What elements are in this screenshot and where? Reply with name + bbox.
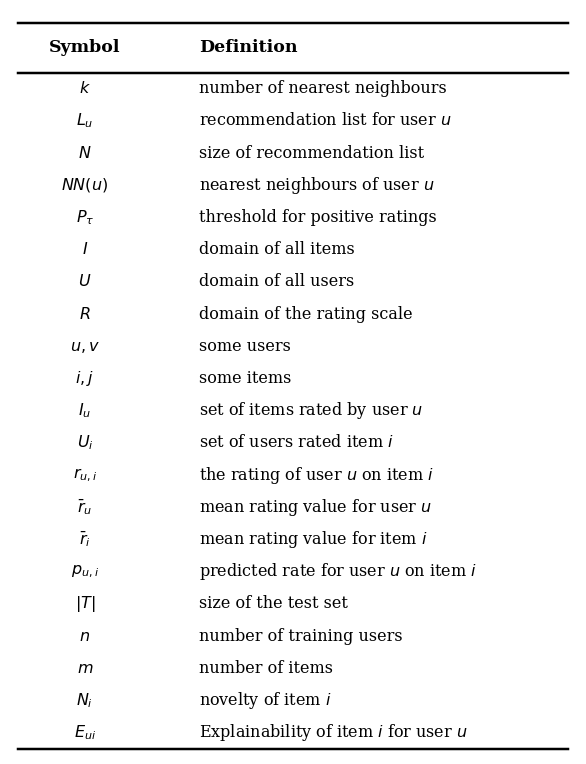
Text: number of items: number of items: [199, 660, 333, 677]
Text: threshold for positive ratings: threshold for positive ratings: [199, 209, 437, 226]
Text: some items: some items: [199, 370, 292, 387]
Text: $m$: $m$: [77, 660, 93, 677]
Text: $I$: $I$: [82, 241, 88, 258]
Text: mean rating value for item $i$: mean rating value for item $i$: [199, 529, 428, 550]
Text: $n$: $n$: [80, 627, 90, 645]
Text: $u, v$: $u, v$: [70, 338, 100, 354]
Text: size of recommendation list: size of recommendation list: [199, 144, 424, 161]
Text: $R$: $R$: [79, 306, 91, 322]
Text: $NN(u)$: $NN(u)$: [62, 176, 108, 194]
Text: domain of all users: domain of all users: [199, 274, 355, 290]
Text: $r_{u,i}$: $r_{u,i}$: [73, 466, 97, 484]
Text: Explainability of item $i$ for user $u$: Explainability of item $i$ for user $u$: [199, 722, 468, 743]
Text: $U_i$: $U_i$: [77, 433, 93, 452]
Text: $i, j$: $i, j$: [76, 369, 94, 388]
Text: recommendation list for user $u$: recommendation list for user $u$: [199, 112, 452, 129]
Text: predicted rate for user $u$ on item $i$: predicted rate for user $u$ on item $i$: [199, 561, 477, 582]
Text: $P_\tau$: $P_\tau$: [76, 208, 94, 227]
Text: domain of the rating scale: domain of the rating scale: [199, 306, 413, 322]
Text: domain of all items: domain of all items: [199, 241, 355, 258]
Text: Symbol: Symbol: [49, 39, 121, 57]
Text: novelty of item $i$: novelty of item $i$: [199, 690, 332, 711]
Text: some users: some users: [199, 338, 291, 354]
Text: $\bar{r}_i$: $\bar{r}_i$: [79, 529, 91, 549]
Text: Definition: Definition: [199, 39, 298, 57]
Text: number of nearest neighbours: number of nearest neighbours: [199, 80, 447, 97]
Text: number of training users: number of training users: [199, 627, 403, 645]
Text: $U$: $U$: [79, 274, 91, 290]
Text: $k$: $k$: [79, 80, 91, 97]
Text: set of items rated by user $u$: set of items rated by user $u$: [199, 400, 424, 421]
Text: $E_{ui}$: $E_{ui}$: [74, 724, 96, 742]
Text: $p_{u,i}$: $p_{u,i}$: [71, 563, 99, 580]
Text: $L_u$: $L_u$: [76, 112, 94, 130]
Text: $N$: $N$: [78, 144, 92, 161]
Text: the rating of user $u$ on item $i$: the rating of user $u$ on item $i$: [199, 465, 434, 486]
Text: size of the test set: size of the test set: [199, 595, 348, 612]
Text: $I_u$: $I_u$: [79, 401, 91, 420]
Text: $|T|$: $|T|$: [74, 594, 96, 613]
Text: $N_i$: $N_i$: [76, 691, 94, 710]
Text: $\bar{r}_u$: $\bar{r}_u$: [77, 497, 93, 517]
Text: mean rating value for user $u$: mean rating value for user $u$: [199, 497, 432, 518]
Text: set of users rated item $i$: set of users rated item $i$: [199, 435, 394, 452]
Text: nearest neighbours of user $u$: nearest neighbours of user $u$: [199, 175, 435, 196]
